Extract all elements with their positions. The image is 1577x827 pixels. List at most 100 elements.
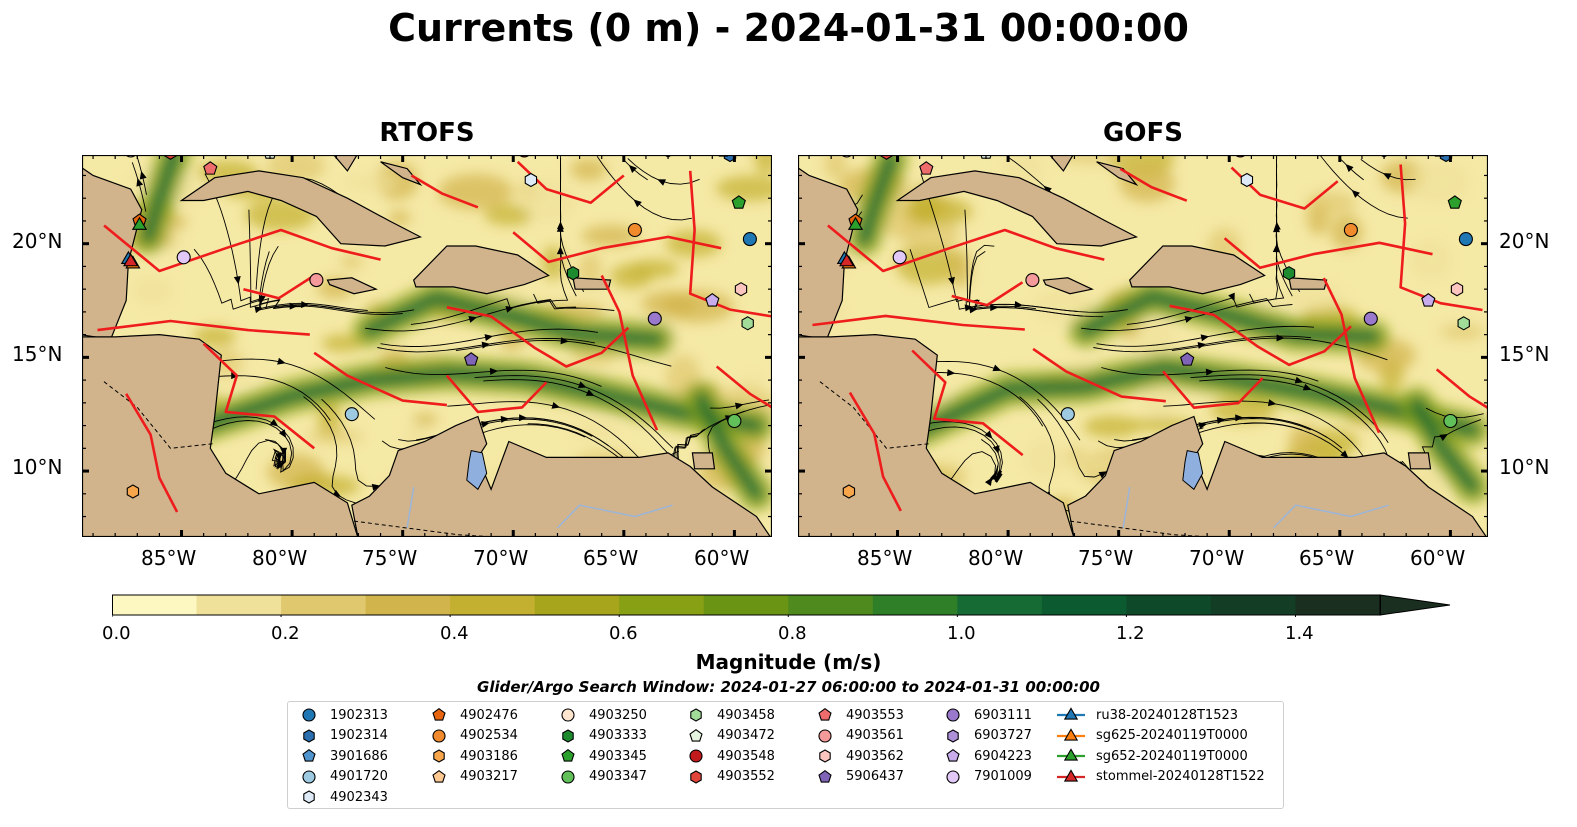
streamline-arrow xyxy=(1197,341,1207,349)
streamline-arrow xyxy=(1345,163,1354,173)
legend-marker xyxy=(432,708,446,721)
streamline xyxy=(131,162,147,212)
streamline-arrow xyxy=(1228,292,1235,302)
streamline-arrow xyxy=(1351,189,1360,198)
legend-glider-marker xyxy=(1063,768,1079,782)
legend-label: 4903472 xyxy=(717,728,775,743)
lon-tick-right-60: 60°W xyxy=(1410,546,1466,570)
legend-marker xyxy=(946,769,960,784)
river xyxy=(1122,486,1131,529)
lat-tick-right-20: 20°N xyxy=(1499,229,1550,253)
legend-item: 4903333 xyxy=(557,726,647,746)
magnitude-patch xyxy=(521,179,577,222)
legend-marker xyxy=(432,769,446,783)
streamline-arrow xyxy=(1439,434,1448,442)
legend-float-marker xyxy=(690,708,702,722)
legend-label: 4903552 xyxy=(717,769,775,784)
legend: 1902313 1902314 3901686 4901720 4902343 49024… xyxy=(287,701,1284,809)
streamline-arrow xyxy=(371,483,381,491)
colorbar-segment xyxy=(1210,595,1296,615)
float-4903186 xyxy=(126,484,140,499)
legend-item: 4903561 xyxy=(814,726,904,746)
legend-float-marker xyxy=(818,728,832,743)
colorbar-tick-6: 1.2 xyxy=(1116,623,1145,644)
current-jet-core xyxy=(196,366,764,433)
front-contour xyxy=(600,274,659,431)
legend-float-marker xyxy=(690,769,702,784)
float-5906437 xyxy=(1180,352,1195,366)
legend-label: stommel-20240128T1522 xyxy=(1096,769,1265,784)
float-4903561 xyxy=(309,273,324,288)
streamline-arrow xyxy=(551,401,561,409)
landmass-puertorico xyxy=(1288,277,1328,290)
magnitude-patch xyxy=(193,326,237,347)
legend-label: 7901009 xyxy=(974,769,1032,784)
streamline-arrow xyxy=(964,304,974,312)
legend-item: 5906437 xyxy=(814,767,904,787)
legend-item: 4903347 xyxy=(557,767,647,787)
streamline-arrow xyxy=(500,415,509,423)
lon-tick-right-80: 80°W xyxy=(968,546,1024,570)
legend-marker xyxy=(302,708,316,722)
lon-tick-right-85: 85°W xyxy=(857,546,913,570)
legend-label: 6904223 xyxy=(974,748,1032,764)
landmass-cuba xyxy=(895,170,1139,247)
axis-ticks xyxy=(798,155,1488,537)
landmass-jamaica xyxy=(326,277,378,295)
glider-stommel-20240128T1522 xyxy=(123,253,139,267)
legend-float-marker xyxy=(432,769,446,783)
streamline xyxy=(1340,159,1364,181)
legend-marker xyxy=(561,708,575,722)
legend-float-marker xyxy=(946,749,960,762)
streamline-arrow xyxy=(233,276,241,285)
streamline-arrow xyxy=(1382,173,1392,180)
legend-marker xyxy=(946,749,960,762)
lon-tick-left-85: 85°W xyxy=(141,546,197,570)
magnitude-patch xyxy=(1033,288,1094,324)
lon-tick-left-60: 60°W xyxy=(694,546,750,570)
legend-marker xyxy=(818,769,832,783)
legend-float-marker xyxy=(303,790,315,804)
landmass-bahamas2 xyxy=(1096,161,1139,187)
river xyxy=(406,486,415,529)
streamline-arrow xyxy=(254,306,264,314)
magnitude-patch xyxy=(1288,424,1320,459)
current-jet-core xyxy=(912,361,1480,438)
streamline-arrow xyxy=(275,452,283,462)
legend-label: 4903561 xyxy=(846,728,904,743)
front-contour xyxy=(1399,164,1483,312)
fronts xyxy=(97,160,772,513)
legend-label: 6903727 xyxy=(974,728,1032,743)
legend-label: 4901720 xyxy=(330,769,388,784)
float-6903111 xyxy=(647,311,662,326)
float-4903458 xyxy=(1457,316,1470,331)
panel-title-rtofs: RTOFS xyxy=(379,118,475,148)
streamline-arrow xyxy=(489,367,499,375)
magnitude-patch xyxy=(629,259,679,279)
legend-item: 4903553 xyxy=(814,705,904,725)
legend-label: 4902534 xyxy=(460,728,518,743)
legend-marker xyxy=(689,749,703,763)
streamline-arrow xyxy=(1043,185,1052,194)
front-contour xyxy=(1322,277,1381,434)
float-4903345 xyxy=(731,195,746,209)
float-4902343 xyxy=(524,172,538,188)
legend-item: 4903345 xyxy=(557,746,647,766)
colorbar-label: Magnitude (m/s) xyxy=(695,650,882,674)
river xyxy=(1272,504,1389,529)
legend-label: 4903345 xyxy=(589,748,647,764)
magnitude-patch xyxy=(388,210,411,226)
magnitude-patch xyxy=(904,197,973,225)
legend-marker xyxy=(561,749,575,762)
magnitude-patch xyxy=(1409,239,1452,280)
magnitude-patch xyxy=(341,174,399,191)
search-window-label: Glider/Argo Search Window: 2024-01-27 06… xyxy=(477,678,1100,696)
legend-glider-marker xyxy=(1063,727,1079,741)
legend-float-marker xyxy=(818,769,832,783)
magnitude-patch xyxy=(306,430,364,443)
legend-marker xyxy=(562,728,574,743)
colorbar-segment xyxy=(1295,595,1381,615)
front-contour xyxy=(1169,304,1352,367)
legend-marker xyxy=(818,728,832,743)
streamline-arrow xyxy=(657,179,666,186)
